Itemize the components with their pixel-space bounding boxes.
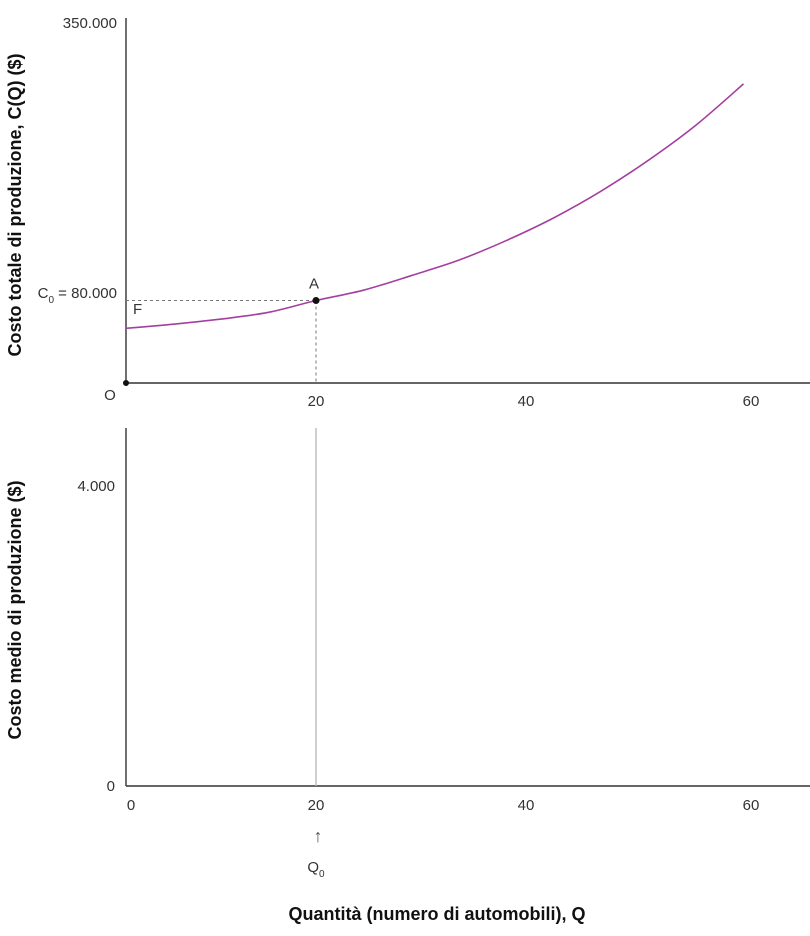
total-cost-curve <box>125 83 745 330</box>
x-axis-title: Quantità (numero di automobili), Q <box>289 904 586 924</box>
f-label: F <box>133 301 142 318</box>
bottom-x-tick-20: 20 <box>308 797 325 814</box>
bottom-x-tick-60: 60 <box>743 797 760 814</box>
bottom-x-tick-40: 40 <box>518 797 535 814</box>
point-a-label: A <box>309 275 319 292</box>
total-cost-chart: 350.000 O 20 40 60 Costo totale di produ… <box>5 15 810 410</box>
top-x-tick-20: 20 <box>308 393 325 410</box>
average-cost-chart: 4.000 0 0 20 40 60 Costo medio di produz… <box>5 428 810 880</box>
top-y-axis-title: Costo totale di produzione, C(Q) ($) <box>5 54 25 357</box>
top-y-tick-350000: 350.000 <box>63 15 117 32</box>
origin-label: O <box>104 387 116 404</box>
bottom-y-tick-4000: 4.000 <box>77 478 115 495</box>
bottom-y-axis-title: Costo medio di produzione ($) <box>5 481 25 740</box>
c0-subscript: 0 <box>48 295 54 306</box>
point-a-marker <box>312 296 320 304</box>
c0-value: = 80.000 <box>54 285 117 302</box>
bottom-y-tick-0: 0 <box>107 778 115 795</box>
q0-subscript: 0 <box>319 869 325 880</box>
q0-arrow-icon: ↑ <box>314 826 323 846</box>
q0-symbol: Q <box>307 859 319 876</box>
c0-symbol: C <box>38 285 49 302</box>
q0-label: Q0 <box>307 859 325 880</box>
origin-dot <box>123 380 129 386</box>
c0-annotation: C0 = 80.000 <box>38 285 117 306</box>
top-x-tick-40: 40 <box>518 393 535 410</box>
top-x-tick-60: 60 <box>743 393 760 410</box>
bottom-x-tick-0: 0 <box>127 797 135 814</box>
